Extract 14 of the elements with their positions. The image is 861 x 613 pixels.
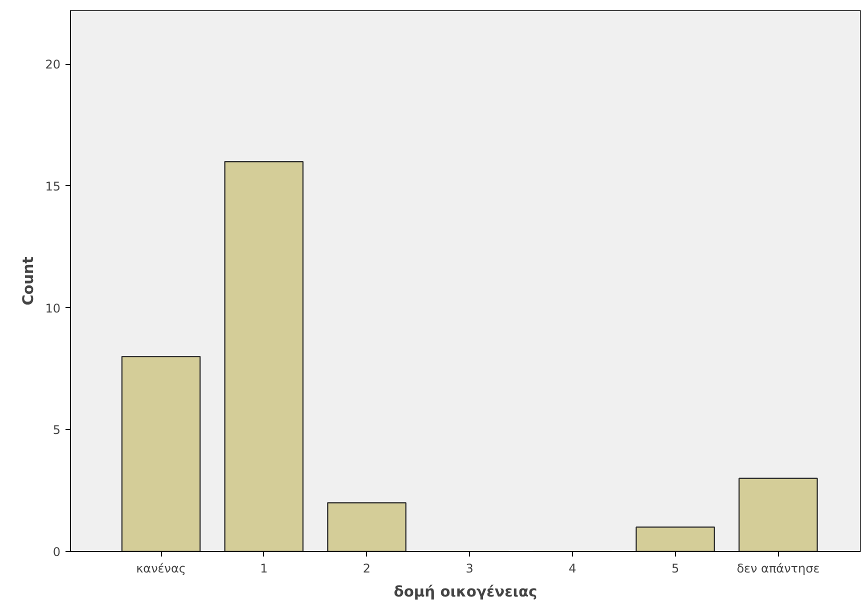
y-tick-label: 20 (45, 58, 61, 72)
y-axis-title: Count (20, 256, 38, 306)
x-tick-label: 3 (466, 562, 474, 576)
x-tick-label: 4 (568, 562, 576, 576)
x-tick-label: 2 (362, 562, 371, 576)
y-tick-label: 10 (45, 301, 61, 316)
y-tick-label: 5 (52, 423, 61, 438)
x-axis-title: δομή οικογένειας (394, 584, 538, 600)
x-tick-label: 1 (260, 562, 268, 576)
x-tick-label: δεν απάντησε (736, 562, 820, 576)
x-tick-label: κανένας (136, 562, 186, 576)
y-tick-label: 15 (45, 179, 61, 194)
x-tick-label: 5 (672, 562, 680, 576)
y-tick-label: 0 (52, 545, 61, 559)
